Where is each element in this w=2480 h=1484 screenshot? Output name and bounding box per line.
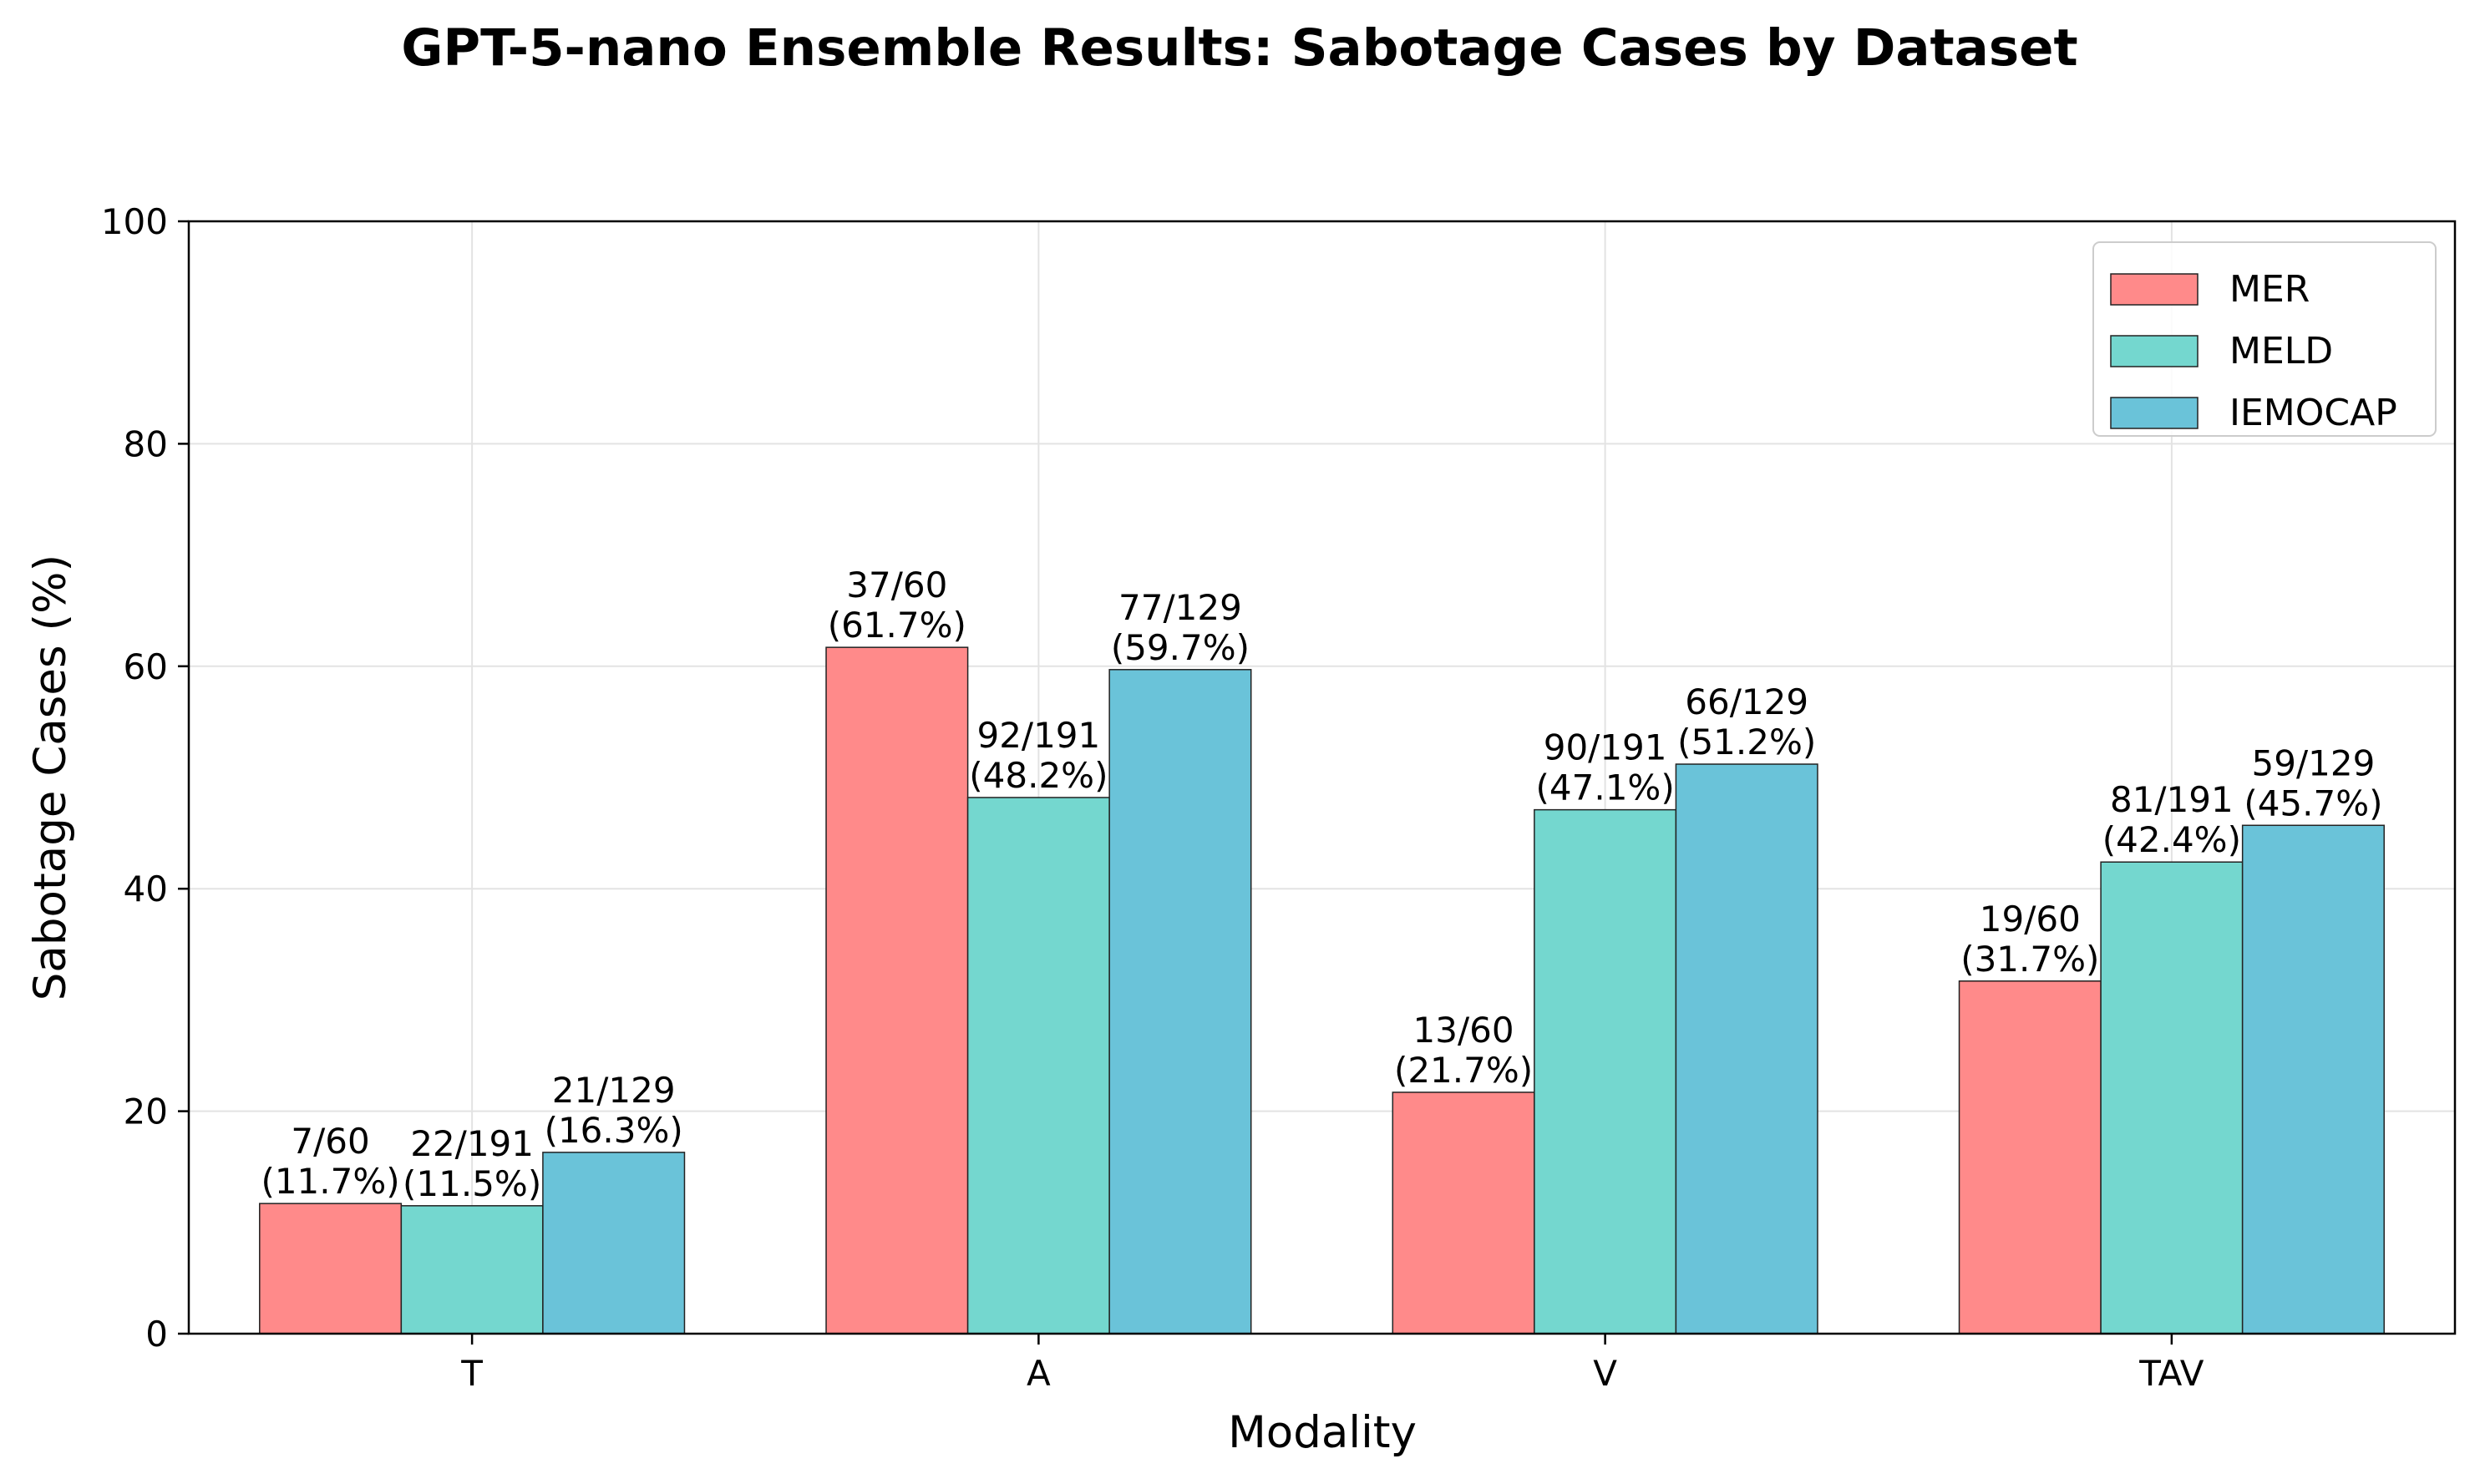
y-tick-label: 60 bbox=[124, 646, 168, 687]
bar-meld-tav bbox=[2100, 861, 2244, 1335]
legend-swatch-meld bbox=[2110, 335, 2199, 367]
chart-title: GPT-5-nano Ensemble Results: Sabotage Ca… bbox=[401, 18, 2077, 78]
bar-iemocap-a bbox=[1108, 669, 1252, 1335]
data-label: 21/129 (16.3%) bbox=[545, 1070, 683, 1151]
bar-mer-a bbox=[825, 646, 969, 1335]
bar-meld-a bbox=[966, 797, 1110, 1335]
data-label: 22/191 (11.5%) bbox=[403, 1123, 541, 1204]
bar-meld-t bbox=[400, 1205, 544, 1335]
bar-iemocap-tav bbox=[2241, 824, 2385, 1335]
legend-label-meld: MELD bbox=[2229, 330, 2333, 372]
data-label: 37/60 (61.7%) bbox=[828, 565, 966, 646]
data-labels-group: 7/60 (11.7%) 37/60 (61.7%) 13/60 (21.7%) 19/60… bbox=[261, 565, 2382, 1204]
bar-mer-tav bbox=[1958, 980, 2102, 1335]
x-tick-label: T bbox=[460, 1353, 483, 1394]
bar-iemocap-t bbox=[542, 1152, 686, 1335]
data-label: 59/129 (45.7%) bbox=[2244, 742, 2382, 823]
x-tick-label: A bbox=[1027, 1353, 1051, 1394]
data-label: 7/60 (11.7%) bbox=[261, 1121, 399, 1202]
legend-label-iemocap: IEMOCAP bbox=[2229, 392, 2397, 434]
x-axis-label: Modality bbox=[1228, 1407, 1417, 1458]
data-label: 81/191 (42.4%) bbox=[2102, 779, 2241, 860]
y-tick-label: 0 bbox=[145, 1314, 168, 1355]
plot-frame bbox=[187, 220, 2457, 1335]
y-tick-label: 40 bbox=[124, 869, 168, 909]
data-label: 66/129 (51.2%) bbox=[1677, 681, 1816, 762]
y-tick-label: 80 bbox=[124, 423, 168, 464]
y-tick-label: 20 bbox=[124, 1091, 168, 1132]
legend-swatch-iemocap bbox=[2110, 397, 2199, 429]
bar-mer-v bbox=[1392, 1091, 1535, 1335]
data-label: 92/191 (48.2%) bbox=[969, 715, 1108, 796]
x-tick-label: TAV bbox=[2138, 1353, 2204, 1394]
x-axis-ticks: T A V TAV bbox=[460, 1334, 2204, 1394]
bar-mer-t bbox=[259, 1203, 403, 1335]
legend-swatch-mer bbox=[2110, 273, 2199, 306]
legend: MER MELD IEMOCAP bbox=[2092, 241, 2437, 437]
y-tick-label: 100 bbox=[101, 201, 168, 242]
data-label: 19/60 (31.7%) bbox=[1960, 899, 2099, 980]
data-label: 90/191 (47.1%) bbox=[1536, 727, 1675, 808]
data-label: 13/60 (21.7%) bbox=[1394, 1010, 1533, 1091]
legend-label-mer: MER bbox=[2229, 268, 2310, 311]
data-label: 77/129 (59.7%) bbox=[1111, 587, 1250, 668]
y-axis-label: Sabotage Cases (%) bbox=[25, 555, 76, 1000]
x-tick-label: V bbox=[1593, 1353, 1617, 1394]
bar-iemocap-v bbox=[1675, 763, 1818, 1335]
y-axis-ticks: 0 20 40 60 80 100 bbox=[101, 201, 189, 1355]
bar-meld-v bbox=[1534, 808, 1677, 1335]
bars-group bbox=[259, 646, 2385, 1335]
